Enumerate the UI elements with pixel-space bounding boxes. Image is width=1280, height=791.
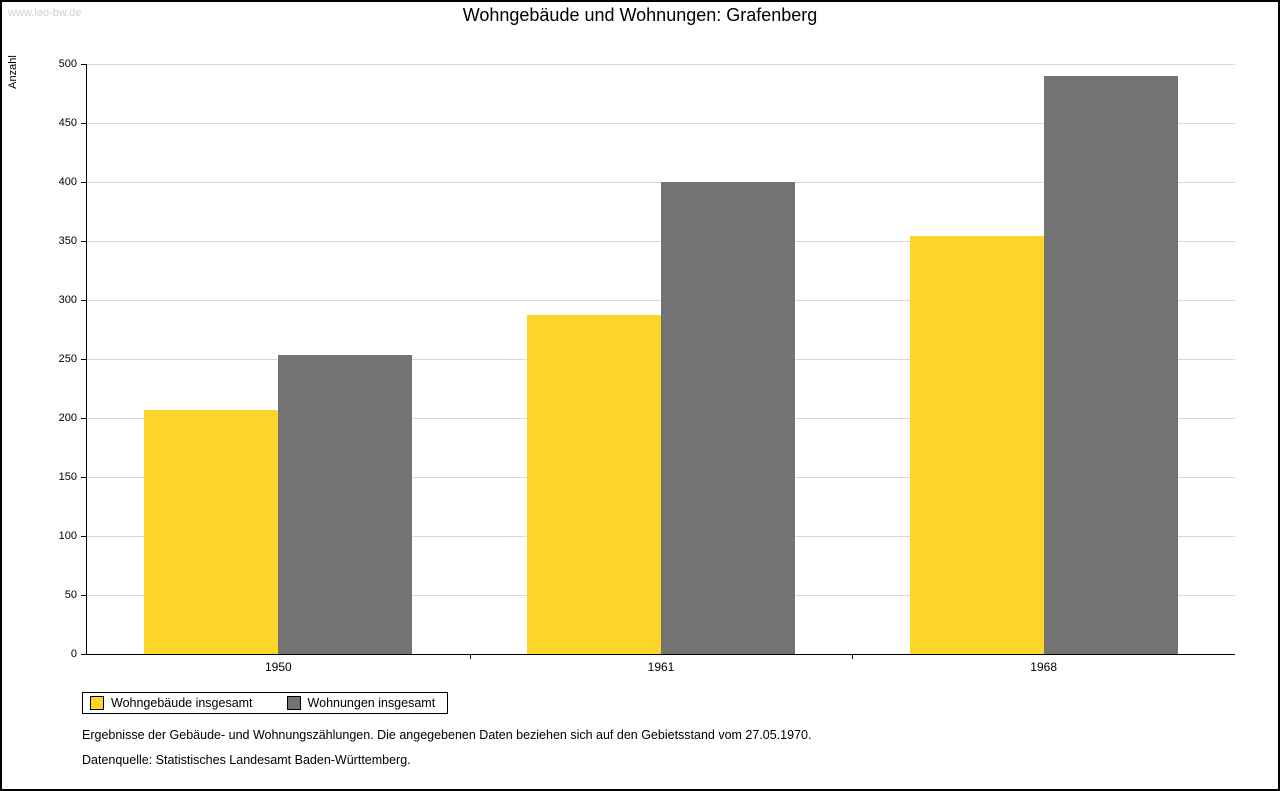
y-axis-tick xyxy=(81,359,86,360)
legend-entry: Wohngebäude insgesamt xyxy=(90,696,253,710)
x-axis-tick xyxy=(469,654,471,659)
chart-title: Wohngebäude und Wohnungen: Grafenberg xyxy=(462,5,818,25)
footnote-line-2: Datenquelle: Statistisches Landesamt Bad… xyxy=(82,753,411,767)
plot-area: 0 50 100 150 200 250 300 350 400 450 500 1950 1961 19… xyxy=(59,58,1235,674)
y-tick-label: 350 xyxy=(58,235,77,247)
y-axis-tick xyxy=(81,595,86,596)
bar-s1-1961 xyxy=(527,315,661,654)
y-axis-tick xyxy=(81,477,86,478)
legend: Wohngebäude insgesamt Wohnungen insgesamt xyxy=(82,692,449,714)
y-tick-label: 150 xyxy=(58,471,77,483)
y-tick-label: 250 xyxy=(58,353,77,365)
y-axis-title: Anzahl xyxy=(7,55,19,89)
y-tick-label: 450 xyxy=(58,117,77,129)
y-tick-label: 0 xyxy=(70,648,77,660)
y-tick-label: 200 xyxy=(58,412,77,424)
legend-label: Wohnungen insgesamt xyxy=(307,696,436,710)
bar-s1-1950 xyxy=(144,409,279,654)
y-axis-tick xyxy=(81,123,86,124)
x-category-label: 1950 xyxy=(264,660,292,674)
x-category-label: 1961 xyxy=(647,660,675,674)
y-axis-tick xyxy=(81,418,86,419)
x-axis-tick xyxy=(852,654,854,659)
bar-s2-1961 xyxy=(661,182,795,654)
y-tick-label: 300 xyxy=(58,294,77,306)
legend-swatch xyxy=(90,696,104,710)
y-axis-tick xyxy=(81,64,86,65)
watermark: www.leo-bw.de xyxy=(8,7,82,19)
legend-label: Wohngebäude insgesamt xyxy=(111,696,253,710)
y-axis-tick xyxy=(81,654,86,655)
gridline xyxy=(87,123,1235,124)
legend-entry: Wohnungen insgesamt xyxy=(286,696,436,710)
y-tick-label: 500 xyxy=(58,58,77,70)
footnote-line-1: Ergebnisse der Gebäude- und Wohnungszähl… xyxy=(82,728,812,742)
bar-s2-1968 xyxy=(1043,75,1178,654)
bar-s1-1968 xyxy=(909,236,1044,654)
bar-s2-1950 xyxy=(278,355,413,654)
y-axis-tick xyxy=(81,241,86,242)
y-axis-tick xyxy=(81,300,86,301)
legend-swatch xyxy=(286,696,301,710)
y-axis-tick xyxy=(81,182,86,183)
y-axis-tick xyxy=(81,536,86,537)
y-tick-label: 100 xyxy=(58,530,77,542)
x-category-label: 1968 xyxy=(1030,660,1058,674)
gridline xyxy=(87,64,1235,65)
y-tick-label: 400 xyxy=(58,176,77,188)
y-tick-label: 50 xyxy=(64,589,77,601)
